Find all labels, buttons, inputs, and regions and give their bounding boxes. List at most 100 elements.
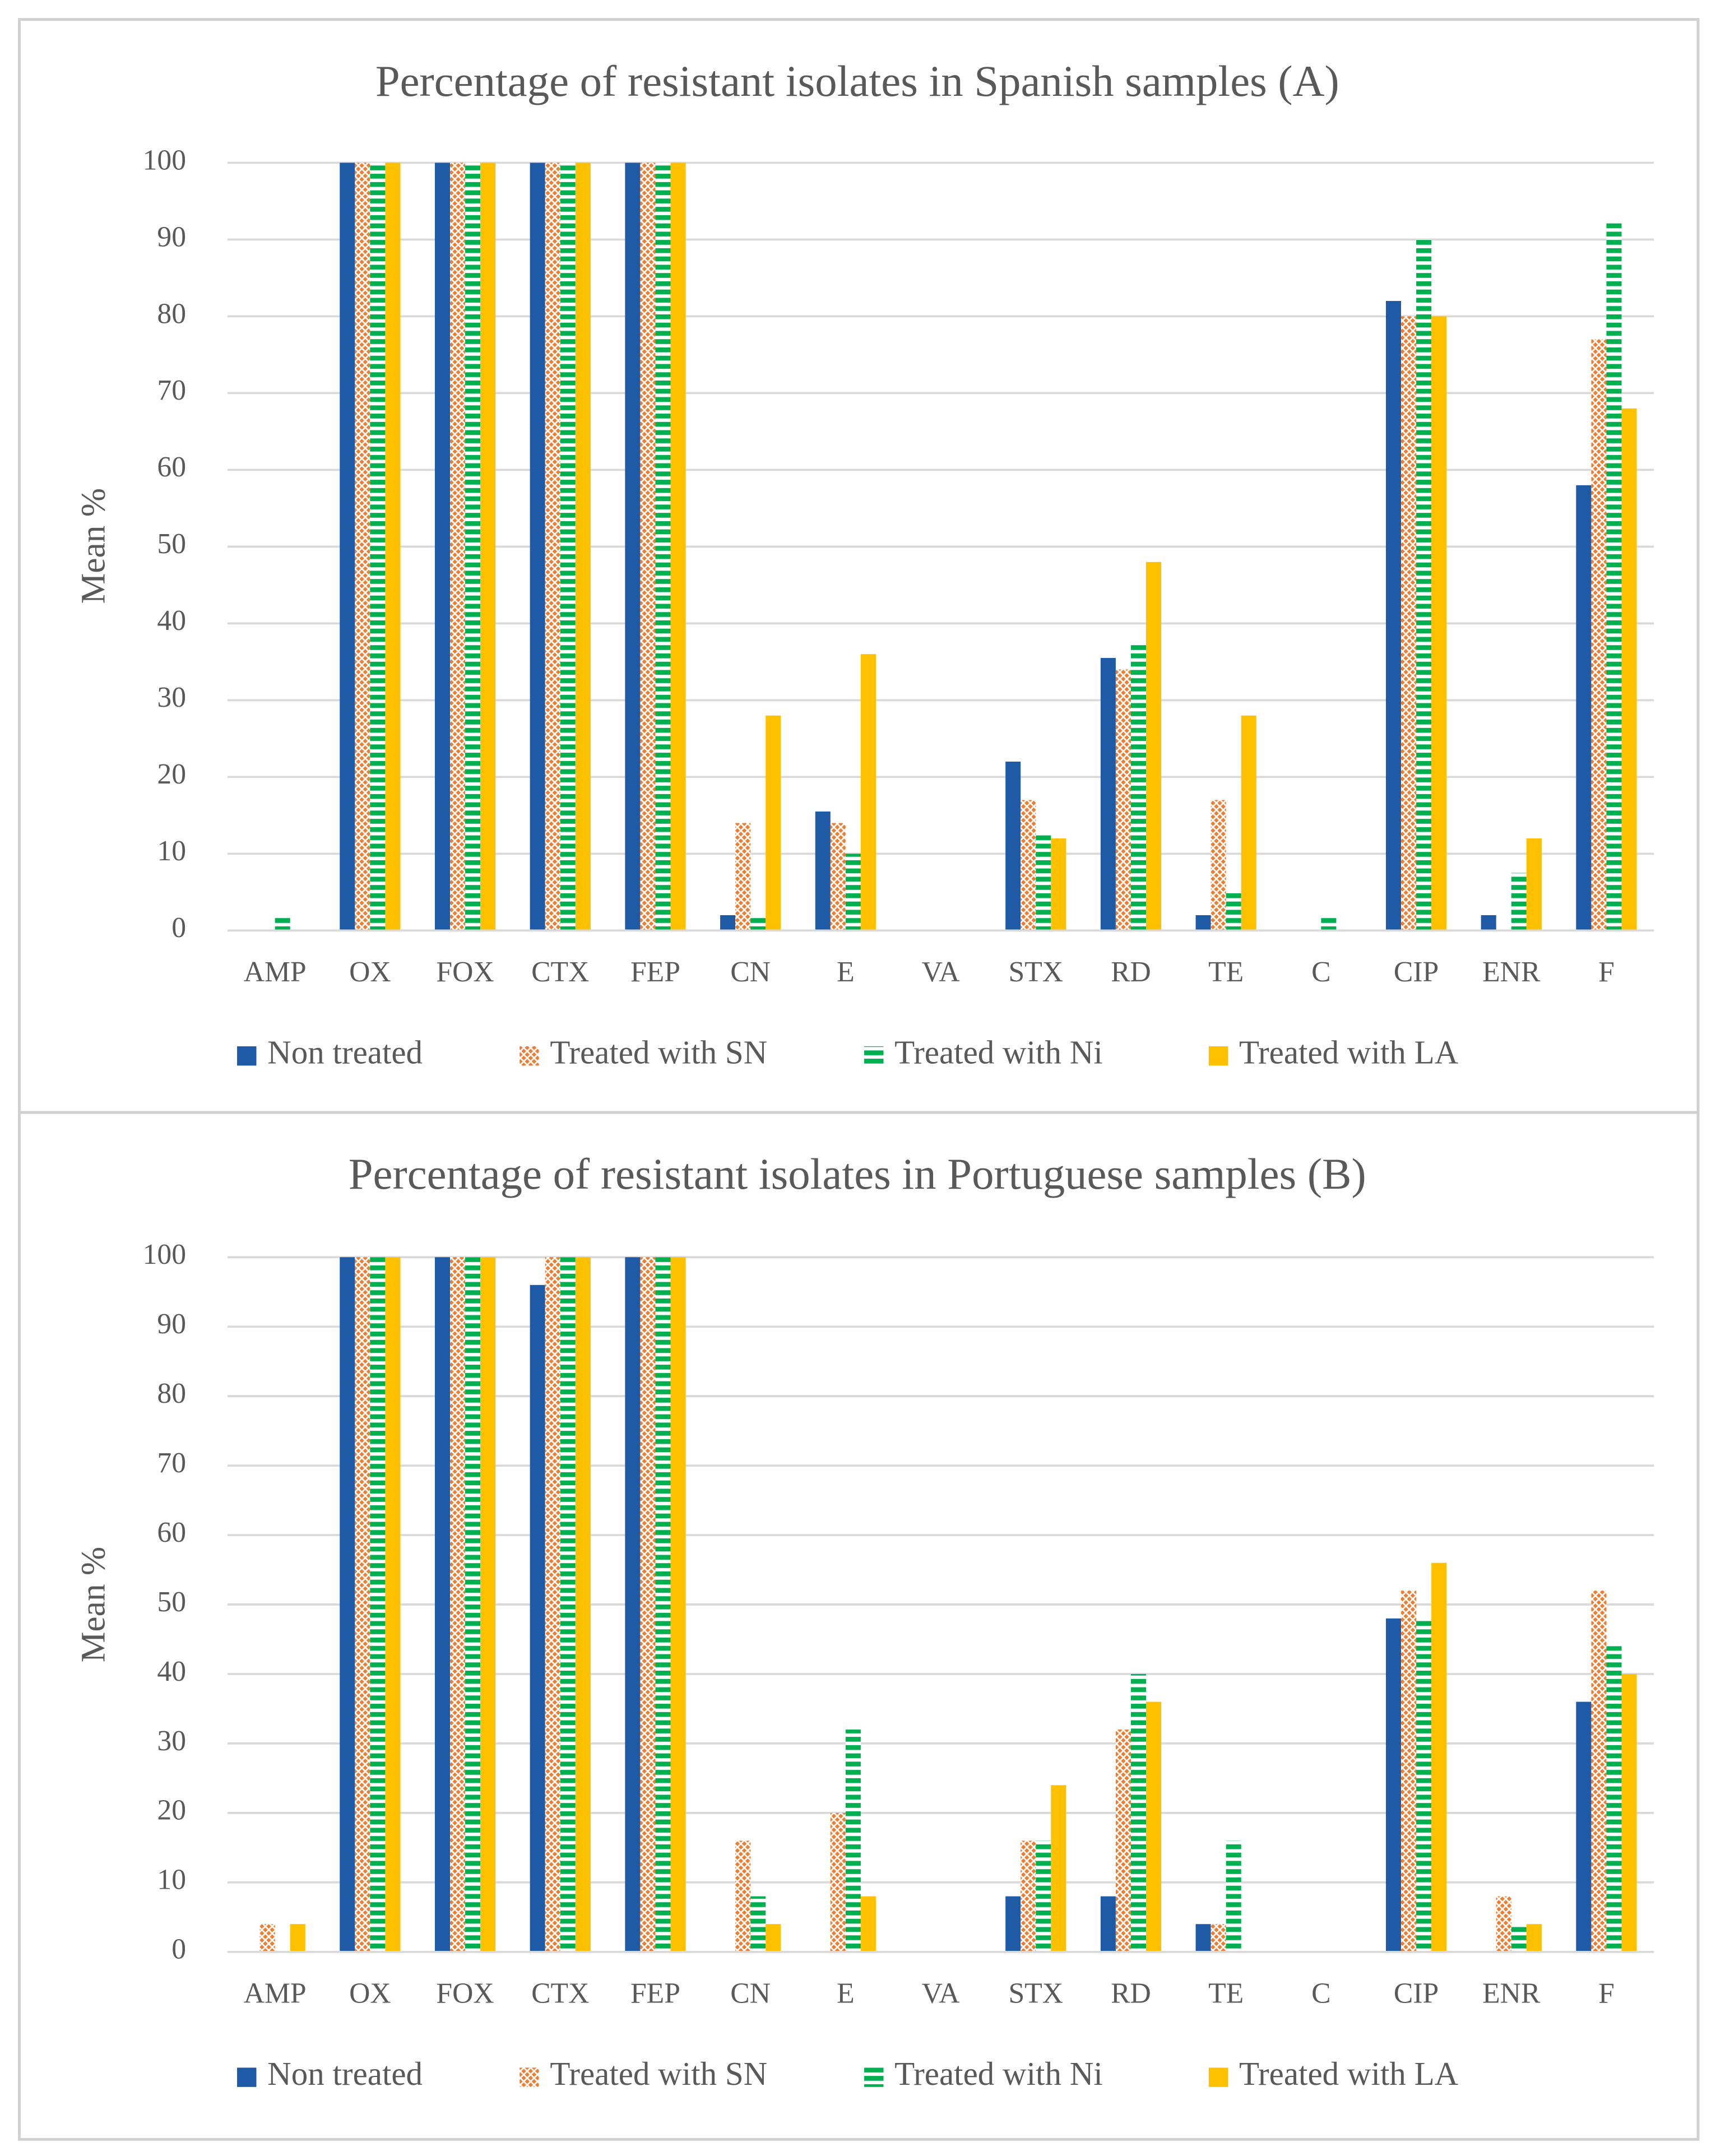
bar [1100, 1896, 1116, 1952]
bar [465, 163, 481, 931]
bar [1115, 1730, 1131, 1952]
y-tick-label: 90 [157, 221, 186, 253]
bar [1431, 316, 1447, 931]
bar [385, 1257, 401, 1952]
bar [1226, 892, 1241, 931]
bar [290, 1924, 305, 1952]
y-tick-label: 10 [157, 1864, 186, 1896]
y-axis-label: Mean % [74, 1547, 112, 1663]
x-tick-label: RD [1111, 956, 1151, 988]
bar [560, 163, 576, 931]
legend-swatch [520, 1046, 539, 1066]
bar [670, 163, 686, 931]
y-tick-label: 90 [157, 1308, 186, 1340]
bar [1621, 408, 1637, 931]
bar [1481, 915, 1496, 931]
legend-label: Treated with LA [1239, 1034, 1459, 1071]
bar [1511, 1924, 1527, 1952]
bar [830, 1812, 846, 1952]
legend-label: Treated with Ni [894, 2055, 1103, 2092]
x-tick-label: FOX [436, 956, 494, 988]
bar [1401, 1591, 1417, 1952]
bar [450, 1257, 466, 1952]
x-tick-label: TE [1208, 956, 1244, 988]
chart-title: Percentage of resistant isolates in Port… [349, 1150, 1366, 1199]
bar [545, 163, 560, 931]
bar [545, 1257, 560, 1952]
bar [480, 163, 496, 931]
bar [845, 1730, 861, 1952]
bar [1195, 1924, 1211, 1952]
bar [640, 1257, 656, 1952]
y-tick-label: 70 [157, 374, 186, 406]
bar [1511, 873, 1527, 931]
bar [370, 1257, 386, 1952]
bar [1621, 1673, 1637, 1952]
bar [1496, 1896, 1511, 1952]
bar [1115, 669, 1131, 931]
bar [1051, 838, 1066, 931]
bar [1146, 562, 1162, 931]
x-tick-label: CTX [531, 956, 589, 988]
legend-swatch [864, 1046, 884, 1066]
y-tick-label: 40 [157, 1656, 186, 1687]
x-tick-label: F [1598, 956, 1615, 988]
bar [1021, 1840, 1036, 1952]
bar [355, 163, 370, 931]
y-tick-label: 50 [157, 528, 186, 560]
y-tick-label: 30 [157, 1725, 186, 1757]
bar [1211, 1924, 1226, 1952]
y-tick-label: 50 [157, 1586, 186, 1618]
bar [860, 654, 876, 931]
y-tick-label: 80 [157, 1378, 186, 1409]
x-tick-label: CTX [531, 1977, 589, 2009]
bar [575, 1257, 591, 1952]
bar [480, 1257, 496, 1952]
y-tick-label: 0 [171, 1934, 186, 1965]
legend-label: Treated with LA [1239, 2055, 1459, 2092]
bar [1385, 301, 1402, 931]
y-tick-label: 30 [157, 681, 186, 713]
bar [1416, 1618, 1432, 1952]
bar [1576, 1701, 1592, 1952]
bar [275, 915, 290, 931]
bar [1005, 1896, 1021, 1952]
bar [434, 1257, 451, 1952]
bar [340, 1257, 355, 1952]
y-tick-label: 0 [171, 912, 186, 944]
chart-title: Percentage of resistant isolates in Span… [375, 57, 1339, 106]
bar [1606, 1646, 1622, 1952]
legend-label: Treated with SN [550, 1034, 767, 1071]
y-tick-label: 70 [157, 1447, 186, 1479]
x-tick-label: CIP [1394, 956, 1439, 988]
bar [860, 1896, 876, 1952]
x-tick-label: C [1311, 1977, 1330, 2009]
bar [1526, 1924, 1542, 1952]
bar [259, 1924, 275, 1952]
bar [1226, 1840, 1241, 1952]
bar [1100, 658, 1116, 931]
x-tick-label: ENR [1482, 956, 1541, 988]
x-tick-label: C [1311, 956, 1330, 988]
bar [766, 715, 781, 931]
bar [1146, 1701, 1162, 1952]
bar [1130, 1673, 1147, 1952]
bar [465, 1257, 481, 1952]
bar [1431, 1562, 1447, 1952]
bar [625, 1257, 641, 1952]
y-tick-label: 80 [157, 298, 186, 330]
bar [670, 1257, 686, 1952]
bar [1591, 339, 1607, 931]
bar [1401, 316, 1417, 931]
bar [1036, 1840, 1051, 1952]
x-tick-label: E [837, 956, 855, 988]
bar [434, 163, 451, 931]
bar [1576, 485, 1592, 931]
bar [750, 1896, 766, 1952]
y-axis-label: Mean % [74, 488, 112, 604]
y-tick-label: 100 [143, 144, 186, 176]
bar [1526, 838, 1542, 931]
legend-label: Treated with Ni [894, 1034, 1103, 1071]
